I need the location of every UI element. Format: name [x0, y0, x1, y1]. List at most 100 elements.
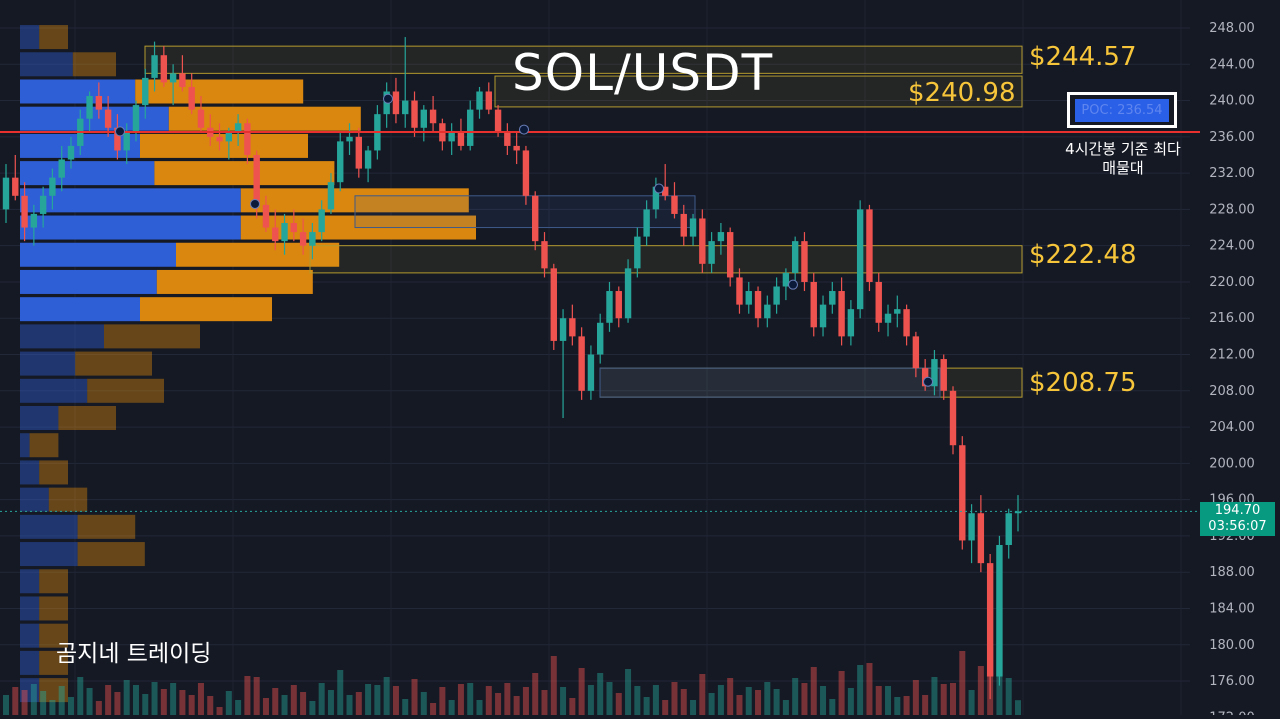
- volume-bar: [430, 703, 437, 715]
- candle-body: [67, 145, 75, 160]
- brand-watermark: 곰지네 트레이딩: [56, 641, 212, 667]
- volume-bar: [355, 692, 362, 715]
- volume-bar: [383, 677, 390, 715]
- candle-body: [532, 195, 539, 242]
- y-tick-label: 224.00: [1209, 239, 1255, 254]
- volume-bar: [727, 678, 734, 715]
- volume-bar: [838, 671, 845, 715]
- y-tick-label: 200.00: [1209, 456, 1255, 471]
- y-tick-label: 244.00: [1209, 57, 1255, 72]
- candle-body: [132, 105, 140, 133]
- candle-body: [21, 195, 28, 228]
- candle-body: [411, 100, 418, 128]
- volume-profile-sell-bar: [29, 433, 59, 458]
- y-tick-label: 176.00: [1209, 674, 1255, 689]
- candle-body: [337, 141, 344, 183]
- candle-body: [494, 109, 502, 133]
- candle-body: [225, 132, 233, 142]
- candle-body: [764, 304, 771, 319]
- candle-body: [912, 336, 920, 369]
- volume-bar: [773, 689, 780, 715]
- volume-profile-buy-bar: [20, 215, 241, 240]
- candle-body: [754, 291, 762, 319]
- candle-body: [968, 513, 975, 541]
- volume-bar: [504, 683, 511, 715]
- candle-body: [680, 213, 687, 237]
- y-tick-label: 232.00: [1209, 166, 1255, 181]
- candle-body: [30, 213, 38, 228]
- candle-body: [104, 109, 112, 128]
- volume-bar: [21, 690, 28, 715]
- candle-body: [467, 109, 474, 146]
- candle-body: [457, 132, 465, 146]
- volume-bar: [745, 687, 752, 715]
- level-zone: [144, 45, 1023, 74]
- volume-bar: [142, 694, 149, 715]
- volume-bar: [448, 700, 455, 715]
- volume-bar: [402, 699, 409, 715]
- volume-profile-sell-bar: [39, 623, 68, 648]
- volume-bar: [931, 677, 938, 715]
- volume-profile-sell-bar: [72, 52, 116, 77]
- candle-body: [86, 96, 93, 119]
- volume-profile-buy-bar: [20, 487, 49, 512]
- volume-bar: [847, 688, 854, 715]
- volume-bar: [225, 691, 232, 715]
- candle-body: [652, 186, 660, 210]
- volume-bar: [894, 697, 901, 715]
- volume-profile-buy-bar: [20, 297, 140, 322]
- candle-body: [791, 241, 799, 273]
- y-tick-label: 180.00: [1209, 638, 1255, 653]
- volume-bar: [606, 682, 613, 715]
- candle-body: [39, 195, 47, 214]
- bar-countdown: 03:56:07: [1208, 519, 1267, 534]
- candle-body: [773, 286, 780, 305]
- candle-body: [587, 354, 595, 391]
- volume-bar: [959, 651, 966, 715]
- volume-profile-buy-bar: [20, 460, 40, 485]
- candle-body: [597, 322, 604, 355]
- poc-note: 4시간봉 기준 최다 매물대: [1065, 140, 1181, 177]
- volume-profile-buy-bar: [20, 514, 78, 539]
- candle-body: [448, 132, 455, 142]
- volume-bar: [829, 699, 836, 715]
- candle-body: [977, 513, 985, 564]
- volume-bar: [40, 691, 47, 715]
- volume-bar: [300, 692, 307, 715]
- volume-profile-sell-bar: [140, 133, 308, 158]
- volume-profile-buy-bar: [20, 106, 169, 131]
- candle-body: [810, 281, 817, 328]
- volume-bar: [560, 687, 567, 715]
- volume-profile-sell-bar: [168, 106, 361, 131]
- candle-body: [643, 209, 650, 237]
- volume-profile-sell-bar: [39, 460, 68, 485]
- volume-profile-buy-bar: [20, 188, 241, 213]
- volume-bar: [820, 686, 827, 715]
- volume-bar: [467, 683, 474, 715]
- volume-bar: [782, 700, 789, 715]
- candle-body: [49, 177, 56, 196]
- candle-body: [346, 136, 353, 142]
- candle-body: [606, 291, 613, 323]
- volume-bar: [755, 690, 762, 715]
- volume-bar: [420, 692, 427, 715]
- level-label-1: $244.57: [1029, 42, 1137, 72]
- level-zone: [494, 75, 1023, 108]
- volume-bar: [392, 686, 399, 715]
- volume-bar: [1005, 678, 1012, 715]
- volume-bar: [940, 684, 947, 715]
- volume-bar: [875, 686, 882, 715]
- candle-body: [921, 368, 929, 387]
- candle-body: [726, 232, 734, 278]
- candle-body: [355, 136, 363, 169]
- volume-bar: [587, 685, 594, 715]
- volume-profile-buy-bar: [20, 623, 40, 648]
- level-label-4: $208.75: [1029, 368, 1137, 398]
- volume-bar: [77, 677, 84, 715]
- volume-bar: [272, 688, 279, 715]
- volume-profile-sell-bar: [39, 596, 68, 621]
- candle-body: [717, 232, 725, 242]
- candle-body: [699, 218, 706, 264]
- y-tick-label: 240.00: [1209, 94, 1255, 109]
